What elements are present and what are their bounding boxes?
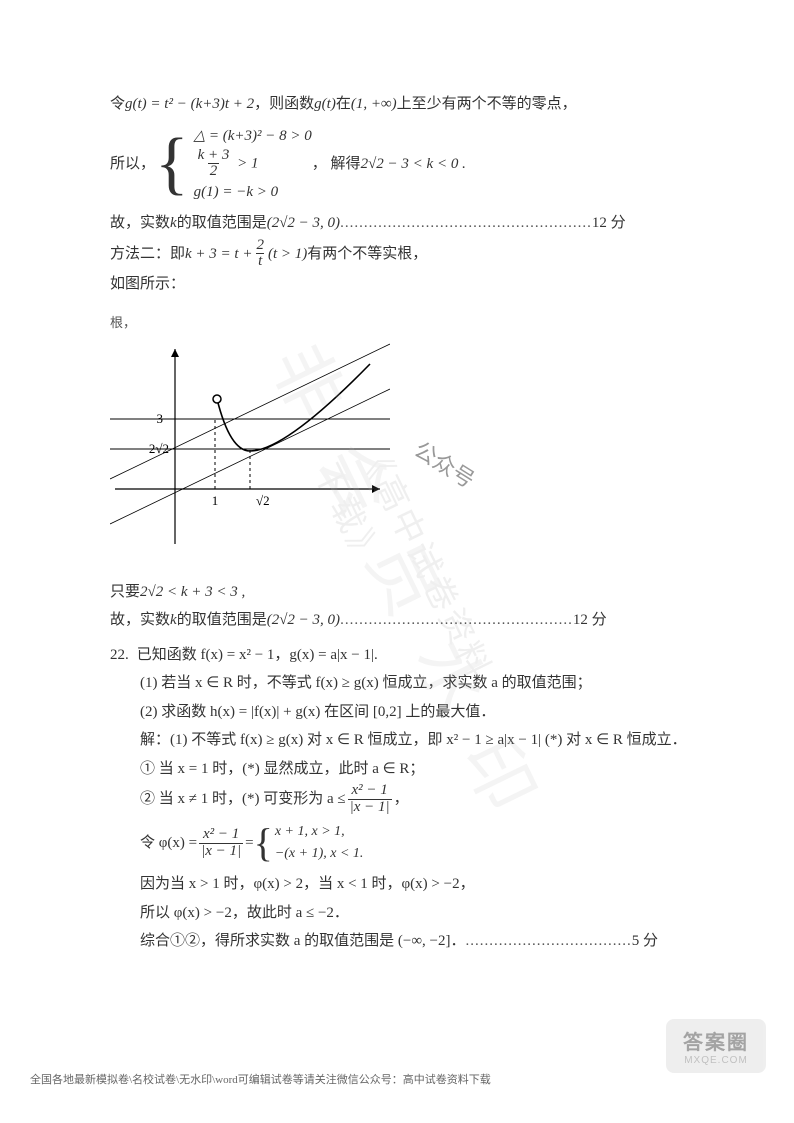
- points-label: 5 分: [632, 927, 658, 956]
- text: 在: [336, 90, 351, 119]
- math-expr: > 1: [237, 155, 258, 171]
- fraction-den: |x − 1|: [348, 799, 392, 816]
- text-line: 故，实数 k 的取值范围是 (2√2 − 3, 0) .............…: [110, 209, 694, 238]
- math-expr: (2√2 − 3, 0): [267, 209, 340, 238]
- math-var: k: [170, 606, 177, 635]
- badge-subtitle: MXQE.COM: [684, 1055, 748, 1066]
- fraction-num: x² − 1: [201, 827, 241, 843]
- fraction-num: x² − 1: [350, 783, 390, 799]
- text: 有两个不等实根，: [307, 240, 427, 269]
- text: 的取值范围是: [177, 606, 267, 635]
- math-expr: (t > 1): [268, 240, 307, 269]
- page-footer: 全国各地最新模拟卷\名校试卷\无水印\word可编辑试卷等请关注微信公众号：高中…: [30, 1071, 491, 1087]
- math-expr: x + 1, x > 1,: [275, 821, 364, 843]
- text: 解：(1) 不等式 f(x) ≥ g(x) 对 x ∈ R 恒成立，即 x² −…: [140, 726, 687, 755]
- text: 根，: [110, 311, 694, 336]
- svg-text:2√2: 2√2: [149, 441, 169, 456]
- math-expr: (2√2 − 3, 0): [267, 606, 340, 635]
- text: 只要: [110, 578, 140, 607]
- text-line: 故，实数 k 的取值范围是 (2√2 − 3, 0) .............…: [110, 606, 694, 635]
- text: (2) 求函数 h(x) = |f(x)| + g(x) 在区间 [0,2] 上…: [140, 698, 495, 727]
- text-line: 令 g(t) = t² − (k+3)t + 2 ，则函数 g(t) 在 (1,…: [110, 90, 694, 119]
- text: 的取值范围是: [177, 209, 267, 238]
- text: =: [245, 829, 253, 858]
- text: 方法二：即: [110, 240, 185, 269]
- leader-dots: ...................................: [466, 927, 632, 956]
- fraction-den: |x − 1|: [199, 843, 243, 860]
- text: 故，实数: [110, 606, 170, 635]
- fraction-num: 2: [254, 238, 266, 254]
- text: 因为当 x > 1 时，φ(x) > 2，当 x < 1 时，φ(x) > −2…: [140, 870, 475, 899]
- text: 故，实数: [110, 209, 170, 238]
- text: 已知函数 f(x) = x² − 1，g(x) = a|x − 1|.: [137, 641, 378, 670]
- text-line: 如图所示：: [110, 270, 694, 299]
- math-expr: g(t): [314, 90, 336, 119]
- fraction-num: k + 3: [196, 148, 232, 164]
- text: (1) 若当 x ∈ R 时，不等式 f(x) ≥ g(x) 恒成立，求实数 a…: [140, 669, 592, 698]
- graph-svg: 3 2√2 1 √2: [110, 339, 390, 549]
- brace-system: { △ = (k+3)² − 8 > 0 k + 3 2 > 1 g(1) = …: [155, 124, 312, 205]
- text: 令: [110, 90, 125, 119]
- brand-badge: 答案圈 MXQE.COM: [666, 1019, 766, 1073]
- text-line: 方法二：即 k + 3 = t + 2 t (t > 1) 有两个不等实根，: [110, 238, 694, 271]
- text-line: 令 φ(x) = x² − 1 |x − 1| = { x + 1, x > 1…: [110, 816, 694, 871]
- text: ，: [394, 785, 409, 814]
- text-line: 所以， { △ = (k+3)² − 8 > 0 k + 3 2 > 1 g(1…: [110, 119, 694, 210]
- text: 所以 φ(x) > −2，故此时 a ≤ −2．: [140, 899, 349, 928]
- math-expr: k + 3 = t +: [185, 240, 252, 269]
- fraction-den: t: [256, 253, 264, 270]
- text: 令 φ(x) =: [140, 829, 197, 858]
- svg-text:1: 1: [212, 493, 219, 508]
- svg-text:√2: √2: [256, 493, 270, 508]
- fraction: x² − 1 |x − 1|: [348, 783, 392, 816]
- text-line: (2) 求函数 h(x) = |f(x)| + g(x) 在区间 [0,2] 上…: [110, 698, 694, 727]
- text: 如图所示：: [110, 270, 185, 299]
- text: 所以，: [110, 150, 155, 179]
- text: 上至少有两个不等的零点，: [397, 90, 577, 119]
- badge-title: 答案圈: [683, 1026, 749, 1055]
- fraction-den: 2: [208, 163, 220, 180]
- math-expr: 2√2 < k + 3 < 3 ,: [140, 578, 245, 607]
- text-line: (1) 若当 x ∈ R 时，不等式 f(x) ≥ g(x) 恒成立，求实数 a…: [110, 669, 694, 698]
- svg-text:3: 3: [157, 411, 164, 426]
- leader-dots: ........................................…: [340, 209, 592, 238]
- math-expr: △ = (k+3)² − 8 > 0: [194, 124, 312, 148]
- text-line: 因为当 x > 1 时，φ(x) > 2，当 x < 1 时，φ(x) > −2…: [110, 870, 694, 899]
- math-expr: g(1) = −k > 0: [194, 180, 312, 204]
- fraction: k + 3 2: [196, 148, 232, 181]
- text-line: 综合①②，得所求实数 a 的取值范围是 (−∞, −2]． ..........…: [110, 927, 694, 956]
- question-number: 22.: [110, 641, 129, 670]
- text: 综合①②，得所求实数 a 的取值范围是 (−∞, −2]．: [140, 927, 466, 956]
- text: ，则函数: [254, 90, 314, 119]
- math-expr: g(t) = t² − (k+3)t + 2: [125, 90, 254, 119]
- fraction: 2 t: [254, 238, 266, 271]
- math-expr: 2√2 − 3 < k < 0 .: [361, 150, 466, 179]
- text-line: 所以 φ(x) > −2，故此时 a ≤ −2．: [110, 899, 694, 928]
- math-expr: −(x + 1), x < 1.: [275, 843, 364, 865]
- text-line: 解：(1) 不等式 f(x) ≥ g(x) 对 x ∈ R 恒成立，即 x² −…: [110, 726, 694, 755]
- math-var: k: [170, 209, 177, 238]
- text-line: ① 当 x = 1 时，(*) 显然成立，此时 a ∈ R；: [110, 755, 694, 784]
- fraction: x² − 1 |x − 1|: [199, 827, 243, 860]
- question-heading: 22. 已知函数 f(x) = x² − 1，g(x) = a|x − 1|.: [110, 641, 694, 670]
- text: ① 当 x = 1 时，(*) 显然成立，此时 a ∈ R；: [140, 755, 424, 784]
- points-label: 12 分: [592, 209, 626, 238]
- brace-left-icon: {: [155, 129, 189, 199]
- brace-left-icon: {: [254, 823, 273, 863]
- piecewise: { x + 1, x > 1, −(x + 1), x < 1.: [254, 821, 364, 866]
- text-line: ② 当 x ≠ 1 时，(*) 可变形为 a ≤ x² − 1 |x − 1| …: [110, 783, 694, 816]
- text: ， 解得: [312, 150, 361, 179]
- points-label: 12 分: [573, 606, 607, 635]
- math-expr: (1, +∞): [351, 90, 397, 119]
- text: ② 当 x ≠ 1 时，(*) 可变形为 a ≤: [140, 785, 346, 814]
